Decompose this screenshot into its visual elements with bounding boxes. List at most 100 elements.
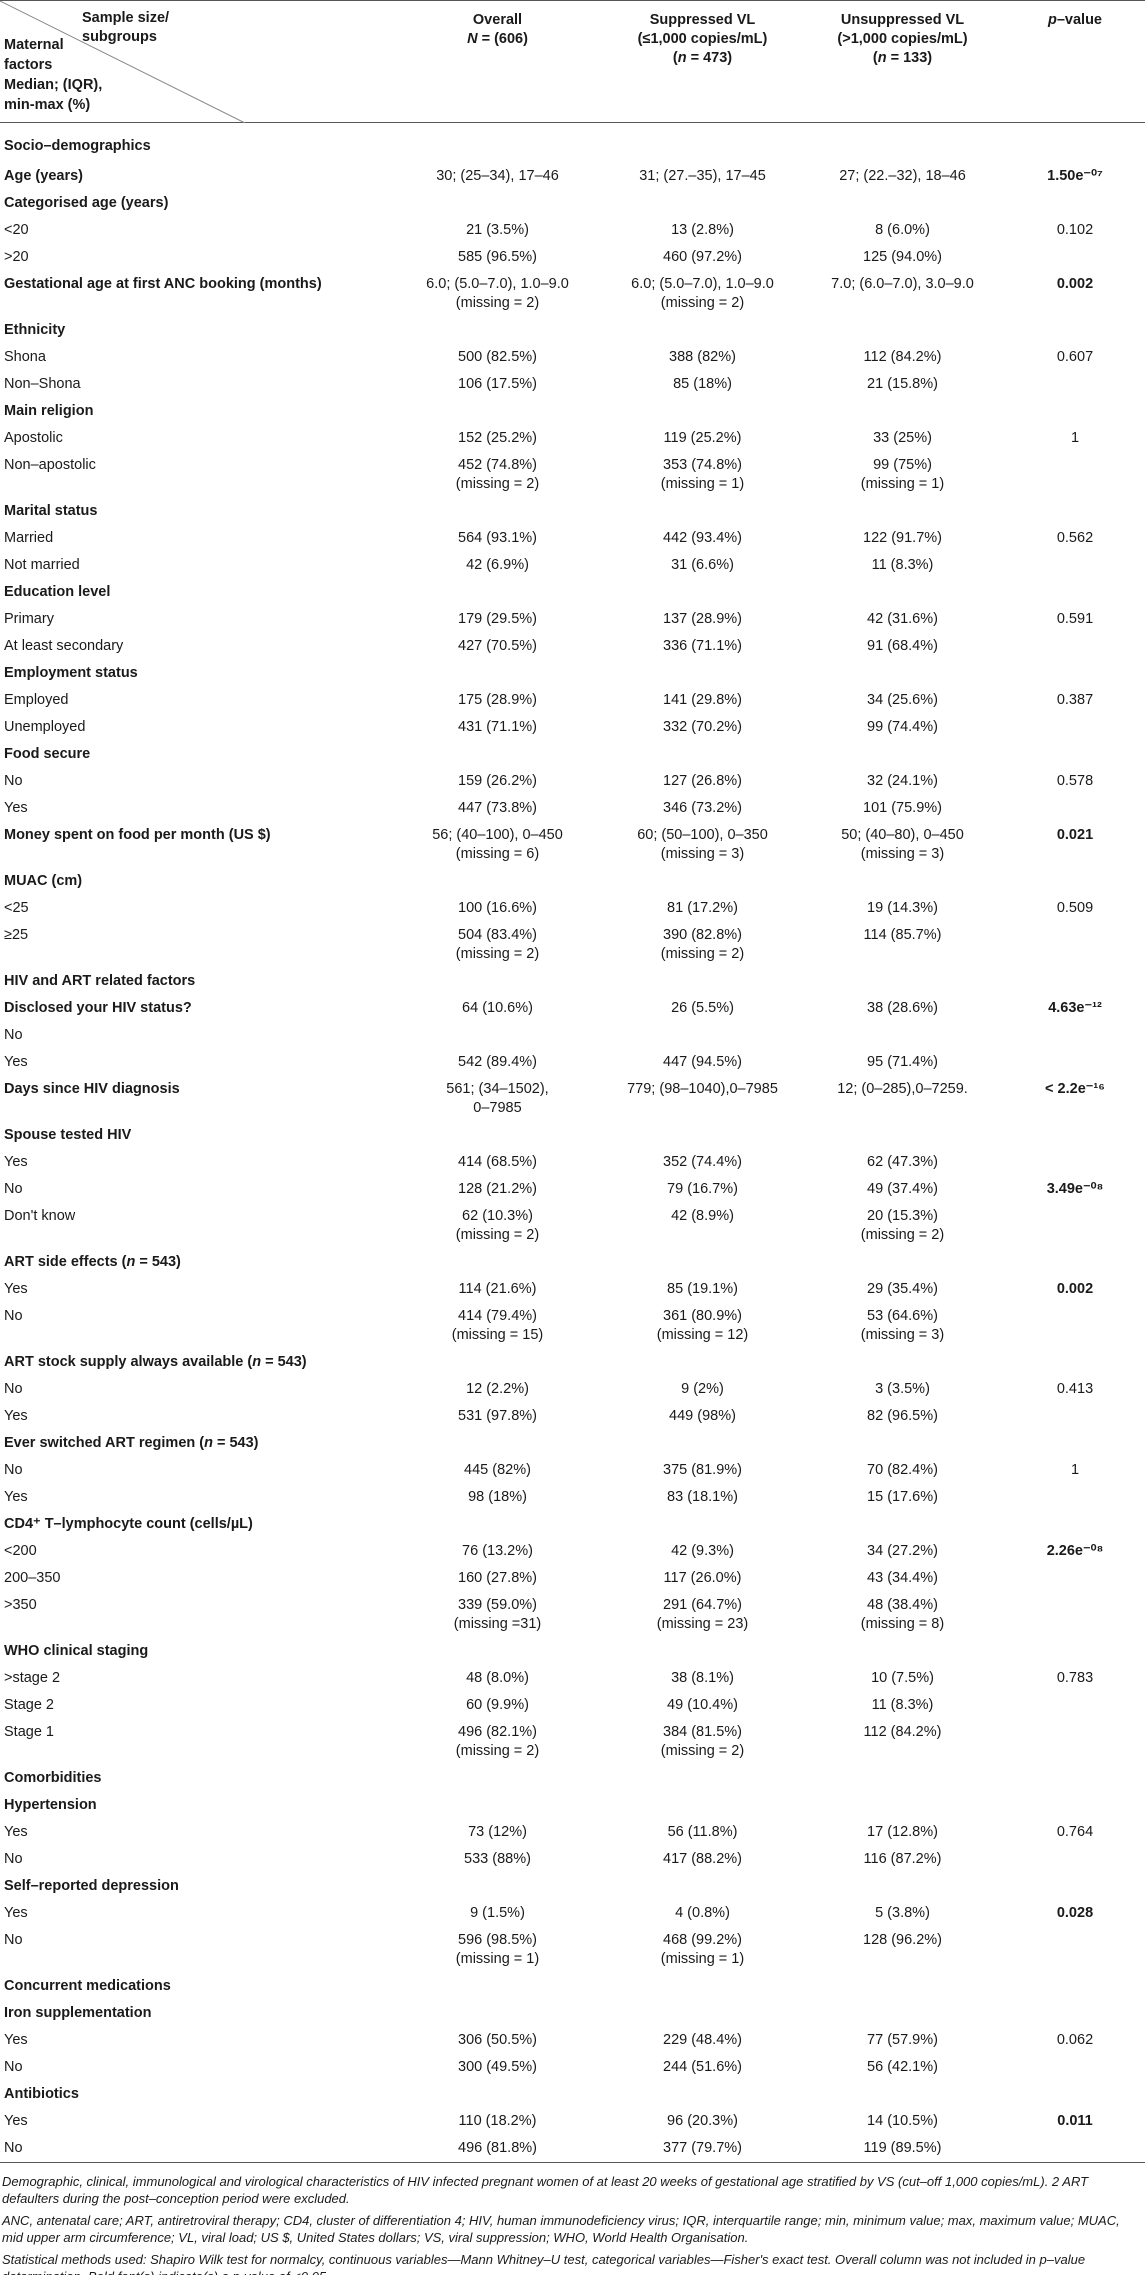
row-label: Yes: [4, 2112, 28, 2129]
suppressed-cell: 244 (51.6%): [663, 2058, 742, 2075]
suppressed-cell: 377 (79.7%): [605, 2134, 800, 2163]
row-label: No: [4, 1850, 23, 1867]
corner-bottom-label: Maternal factors Median; (IQR), min-max (%): [4, 37, 103, 113]
unsuppressed-cell: [800, 1792, 1005, 1819]
suppressed-cell: 353 (74.8%) (missing = 1): [660, 456, 745, 492]
unsuppressed-cell: 82 (96.5%): [867, 1407, 938, 1424]
row-label: <20: [4, 221, 29, 238]
unsuppressed-cell: 14 (10.5%): [867, 2112, 938, 2129]
pvalue-cell: [1005, 1846, 1145, 1873]
row-label: Food secure: [4, 745, 91, 762]
overall-cell: 504 (83.4%) (missing = 2): [455, 926, 540, 962]
unsuppressed-cell: 21 (15.8%): [867, 375, 938, 392]
row-label: Non–Shona: [4, 375, 81, 392]
overall-cell: 452 (74.8%) (missing = 2): [455, 456, 540, 492]
unsuppressed-cell: 3 (3.5%): [875, 1380, 930, 1397]
row-label: No: [4, 1026, 23, 1043]
row-label: Antibiotics: [4, 2085, 79, 2102]
category-row: Yes 542 (89.4%) 447 (94.5%) 95 (71.4%): [0, 1049, 1145, 1076]
suppressed-cell: 460 (97.2%): [663, 248, 742, 265]
pvalue-cell: [1005, 660, 1145, 687]
variable-row: Antibiotics: [0, 2081, 1145, 2108]
category-row: No 596 (98.5%) (missing = 1) 468 (99.2%) (mi…: [0, 1927, 1145, 1973]
overall-cell: 496 (81.8%): [390, 2134, 605, 2163]
row-label: Education level: [4, 583, 111, 600]
row-label: No: [4, 1180, 23, 1197]
row-label: WHO clinical staging: [4, 1642, 149, 1659]
unsuppressed-cell: 99 (75%) (missing = 1): [860, 456, 945, 492]
row-label: No: [4, 1931, 23, 1948]
overall-cell: 414 (79.4%) (missing = 15): [451, 1307, 544, 1343]
overall-cell: 30; (25–34), 17–46: [436, 167, 559, 184]
unsuppressed-cell: 19 (14.3%): [867, 899, 938, 916]
overall-cell: 73 (12%): [468, 1823, 527, 1840]
row-label: Not married: [4, 556, 80, 573]
category-row: >stage 2 48 (8.0%) 38 (8.1%) 10 (7.5%) 0.783: [0, 1665, 1145, 1692]
suppressed-cell: 9 (2%): [681, 1380, 724, 1397]
suppressed-cell: 85 (18%): [673, 375, 732, 392]
unsuppressed-cell: [800, 660, 1005, 687]
overall-cell: [390, 398, 605, 425]
category-row: <20 21 (3.5%) 13 (2.8%) 8 (6.0%) 0.102: [0, 217, 1145, 244]
row-label: <200: [4, 1542, 37, 1559]
pvalue-cell: [1005, 1792, 1145, 1819]
overall-cell: [390, 660, 605, 687]
pvalue-cell: [1005, 1430, 1145, 1457]
category-row: Yes 110 (18.2%) 96 (20.3%) 14 (10.5%) 0.011: [0, 2108, 1145, 2135]
unsuppressed-cell: 5 (3.8%): [875, 1904, 930, 1921]
category-row: No 128 (21.2%) 79 (16.7%) 49 (37.4%) 3.49e⁻⁰…: [0, 1176, 1145, 1203]
category-row: Non–Shona 106 (17.5%) 85 (18%) 21 (15.8%): [0, 371, 1145, 398]
unsuppressed-cell: [800, 1249, 1005, 1276]
pvalue-cell: [1005, 868, 1145, 895]
suppressed-cell: [605, 190, 800, 217]
column-header-overall: Overall N = (606): [390, 0, 605, 123]
row-label: At least secondary: [4, 637, 124, 654]
pvalue-cell: [1005, 2081, 1145, 2108]
unsuppressed-cell: 101 (75.9%): [863, 799, 942, 816]
overall-cell: [390, 2081, 605, 2108]
variable-row: Ever switched ART regimen (n = 543): [0, 1430, 1145, 1457]
overall-cell: [390, 1511, 605, 1538]
category-row: Shona 500 (82.5%) 388 (82%) 112 (84.2%) 0.60…: [0, 344, 1145, 371]
category-row: >350 339 (59.0%) (missing =31) 291 (64.7%)(…: [0, 1592, 1145, 1638]
unsuppressed-cell: [800, 2081, 1005, 2108]
variable-row: Hypertension: [0, 1792, 1145, 1819]
row-label: No: [4, 1380, 23, 1397]
unsuppressed-cell: 49 (37.4%): [867, 1180, 938, 1197]
pvalue-cell: 1: [1070, 1461, 1080, 1478]
pvalue-cell: [1005, 714, 1145, 741]
category-row: Employed 175 (28.9%) 141 (29.8%) 34 (25.6%)…: [0, 687, 1145, 714]
suppressed-cell: [605, 1022, 800, 1049]
corner-header-cell: Sample size/subgroups Maternal factors Med…: [0, 0, 390, 123]
suppressed-cell: 119 (25.2%): [663, 429, 742, 446]
overall-cell: 100 (16.6%): [458, 899, 537, 916]
pvalue-cell: [1005, 552, 1145, 579]
suppressed-cell: 388 (82%): [669, 348, 736, 365]
pvalue-cell: [1005, 1349, 1145, 1376]
column-sublabel: N = (606): [467, 31, 528, 47]
overall-cell: [390, 1349, 605, 1376]
characteristics-table: Sample size/subgroups Maternal factors Med…: [0, 0, 1145, 2163]
overall-cell: 175 (28.9%): [458, 691, 537, 708]
overall-cell: 306 (50.5%): [458, 2031, 537, 2048]
overall-cell: [390, 317, 605, 344]
unsuppressed-cell: [800, 579, 1005, 606]
variable-row: ART side effects (n = 543): [0, 1249, 1145, 1276]
unsuppressed-cell: [800, 1638, 1005, 1665]
overall-cell: 447 (73.8%): [458, 799, 537, 816]
row-label: MUAC (cm): [4, 872, 83, 889]
suppressed-cell: 127 (26.8%): [663, 772, 742, 789]
category-row: <200 76 (13.2%) 42 (9.3%) 34 (27.2%) 2.26e⁻⁰…: [0, 1538, 1145, 1565]
unsuppressed-cell: 122 (91.7%): [863, 529, 942, 546]
suppressed-cell: 117 (26.0%): [663, 1569, 742, 1586]
pvalue-cell: [1005, 1403, 1145, 1430]
category-row: Yes 98 (18%) 83 (18.1%) 15 (17.6%): [0, 1484, 1145, 1511]
table-body: Socio–demographics Age (years) 30; (25–34)…: [0, 123, 1145, 2163]
unsuppressed-cell: 112 (84.2%): [863, 348, 942, 365]
unsuppressed-cell: 114 (85.7%): [863, 926, 942, 943]
section-header-row: Comorbidities: [0, 1765, 1145, 1792]
unsuppressed-cell: 27; (22.–32), 18–46: [839, 167, 966, 184]
overall-cell: [390, 1122, 605, 1149]
variable-row: ART stock supply always available (n = 5…: [0, 1349, 1145, 1376]
overall-cell: 427 (70.5%): [458, 637, 537, 654]
